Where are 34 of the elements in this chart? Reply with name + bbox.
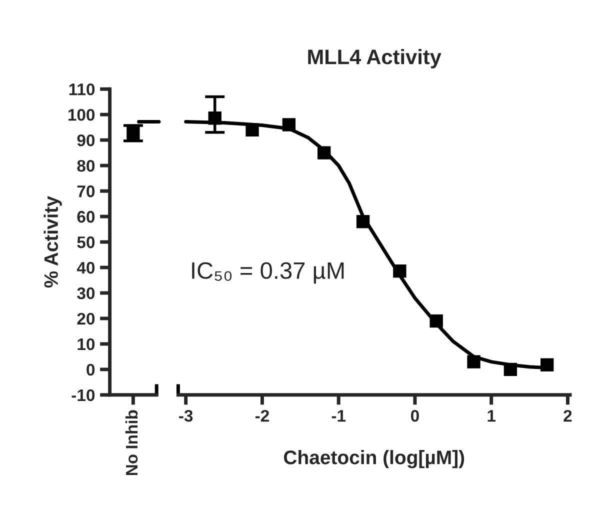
y-tick-label: 0 <box>86 364 95 376</box>
x-tick-label: -3 <box>179 410 193 422</box>
point <box>282 118 296 132</box>
y-tick-label: 100 <box>68 108 95 121</box>
x-tick-label: -2 <box>255 410 269 422</box>
y-tick-label: 80 <box>77 160 95 172</box>
y-tick-label: 20 <box>77 312 95 325</box>
point <box>317 146 331 160</box>
y-tick-label: 30 <box>77 287 95 300</box>
y-tick-label: 40 <box>76 262 95 274</box>
point <box>540 358 554 372</box>
x-tick-label: 1 <box>488 410 496 422</box>
x-tick-label: 0 <box>410 410 419 422</box>
y-tick-label: 10 <box>78 338 95 350</box>
y-tick-label: 60 <box>77 210 95 223</box>
annotation: IC₅₀ = 0.37 µM <box>192 262 344 284</box>
y-tick-label: 50 <box>77 236 95 248</box>
y-tick-label: 90 <box>77 134 95 146</box>
y-tick-label: 70 <box>77 185 95 198</box>
point <box>504 362 518 376</box>
y-tick-label: 110 <box>69 83 95 96</box>
chart-title: MLL4 Activity <box>308 48 442 68</box>
y-axis-title: % Activity <box>44 196 62 288</box>
point <box>430 314 443 328</box>
point <box>467 355 480 368</box>
x-tick-label: No Inhib <box>125 410 138 476</box>
x-axis-title: Chaetocin (log[µM]) <box>284 450 464 468</box>
point <box>246 123 259 136</box>
point <box>393 264 406 278</box>
point <box>208 112 222 125</box>
x-tick-label: 2 <box>564 410 572 422</box>
x-tick-label: -1 <box>332 410 346 422</box>
y-tick-label: -10 <box>72 389 95 402</box>
point <box>356 215 370 228</box>
